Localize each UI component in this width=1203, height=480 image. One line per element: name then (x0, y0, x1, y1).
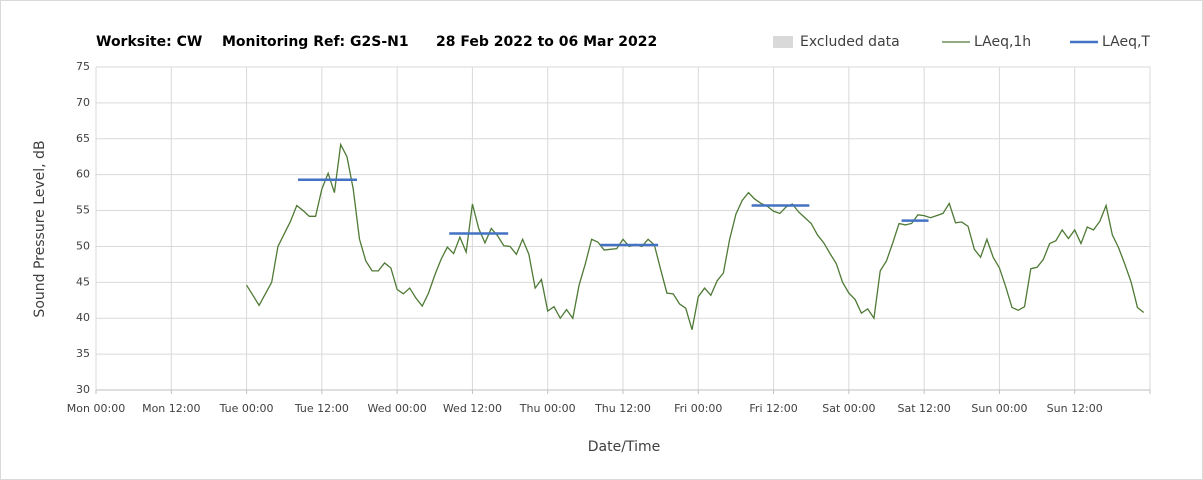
y-tick-label: 35 (76, 347, 90, 360)
legend-label: LAeq,1h (974, 34, 1031, 50)
y-tick-label: 70 (76, 96, 90, 109)
x-tick-label: Fri 12:00 (749, 402, 797, 415)
y-tick-label: 65 (76, 132, 90, 145)
x-tick-label: Wed 12:00 (443, 402, 502, 415)
legend-label: Excluded data (800, 34, 900, 50)
x-tick-label: Sun 00:00 (971, 402, 1027, 415)
x-tick-label: Sat 00:00 (822, 402, 875, 415)
x-tick-label: Fri 00:00 (674, 402, 722, 415)
x-tick-label: Thu 12:00 (594, 402, 651, 415)
x-tick-label: Tue 12:00 (294, 402, 349, 415)
y-tick-label: 50 (76, 239, 90, 252)
x-tick-label: Sat 12:00 (898, 402, 951, 415)
title-dates: 28 Feb 2022 to 06 Mar 2022 (436, 34, 657, 50)
x-axis-title: Date/Time (588, 439, 660, 455)
x-tick-label: Wed 00:00 (368, 402, 427, 415)
x-tick-label: Tue 00:00 (219, 402, 274, 415)
x-tick-label: Mon 12:00 (142, 402, 200, 415)
y-tick-label: 30 (76, 383, 90, 396)
y-tick-label: 60 (76, 168, 90, 181)
legend-label: LAeq,T (1102, 34, 1150, 50)
y-tick-label: 45 (76, 275, 90, 288)
title-worksite: Worksite: CW (96, 34, 202, 50)
x-tick-label: Thu 00:00 (519, 402, 576, 415)
data-line (246, 142, 1145, 330)
x-tick-label: Mon 00:00 (67, 402, 125, 415)
legend-swatch (773, 36, 793, 48)
y-tick-label: 55 (76, 204, 90, 217)
title-ref: Monitoring Ref: G2S-N1 (222, 34, 409, 50)
y-axis-title: Sound Pressure Level, dB (32, 140, 48, 317)
x-tick-label: Sun 12:00 (1047, 402, 1103, 415)
y-tick-label: 40 (76, 311, 90, 324)
y-tick-label: 75 (76, 60, 90, 73)
